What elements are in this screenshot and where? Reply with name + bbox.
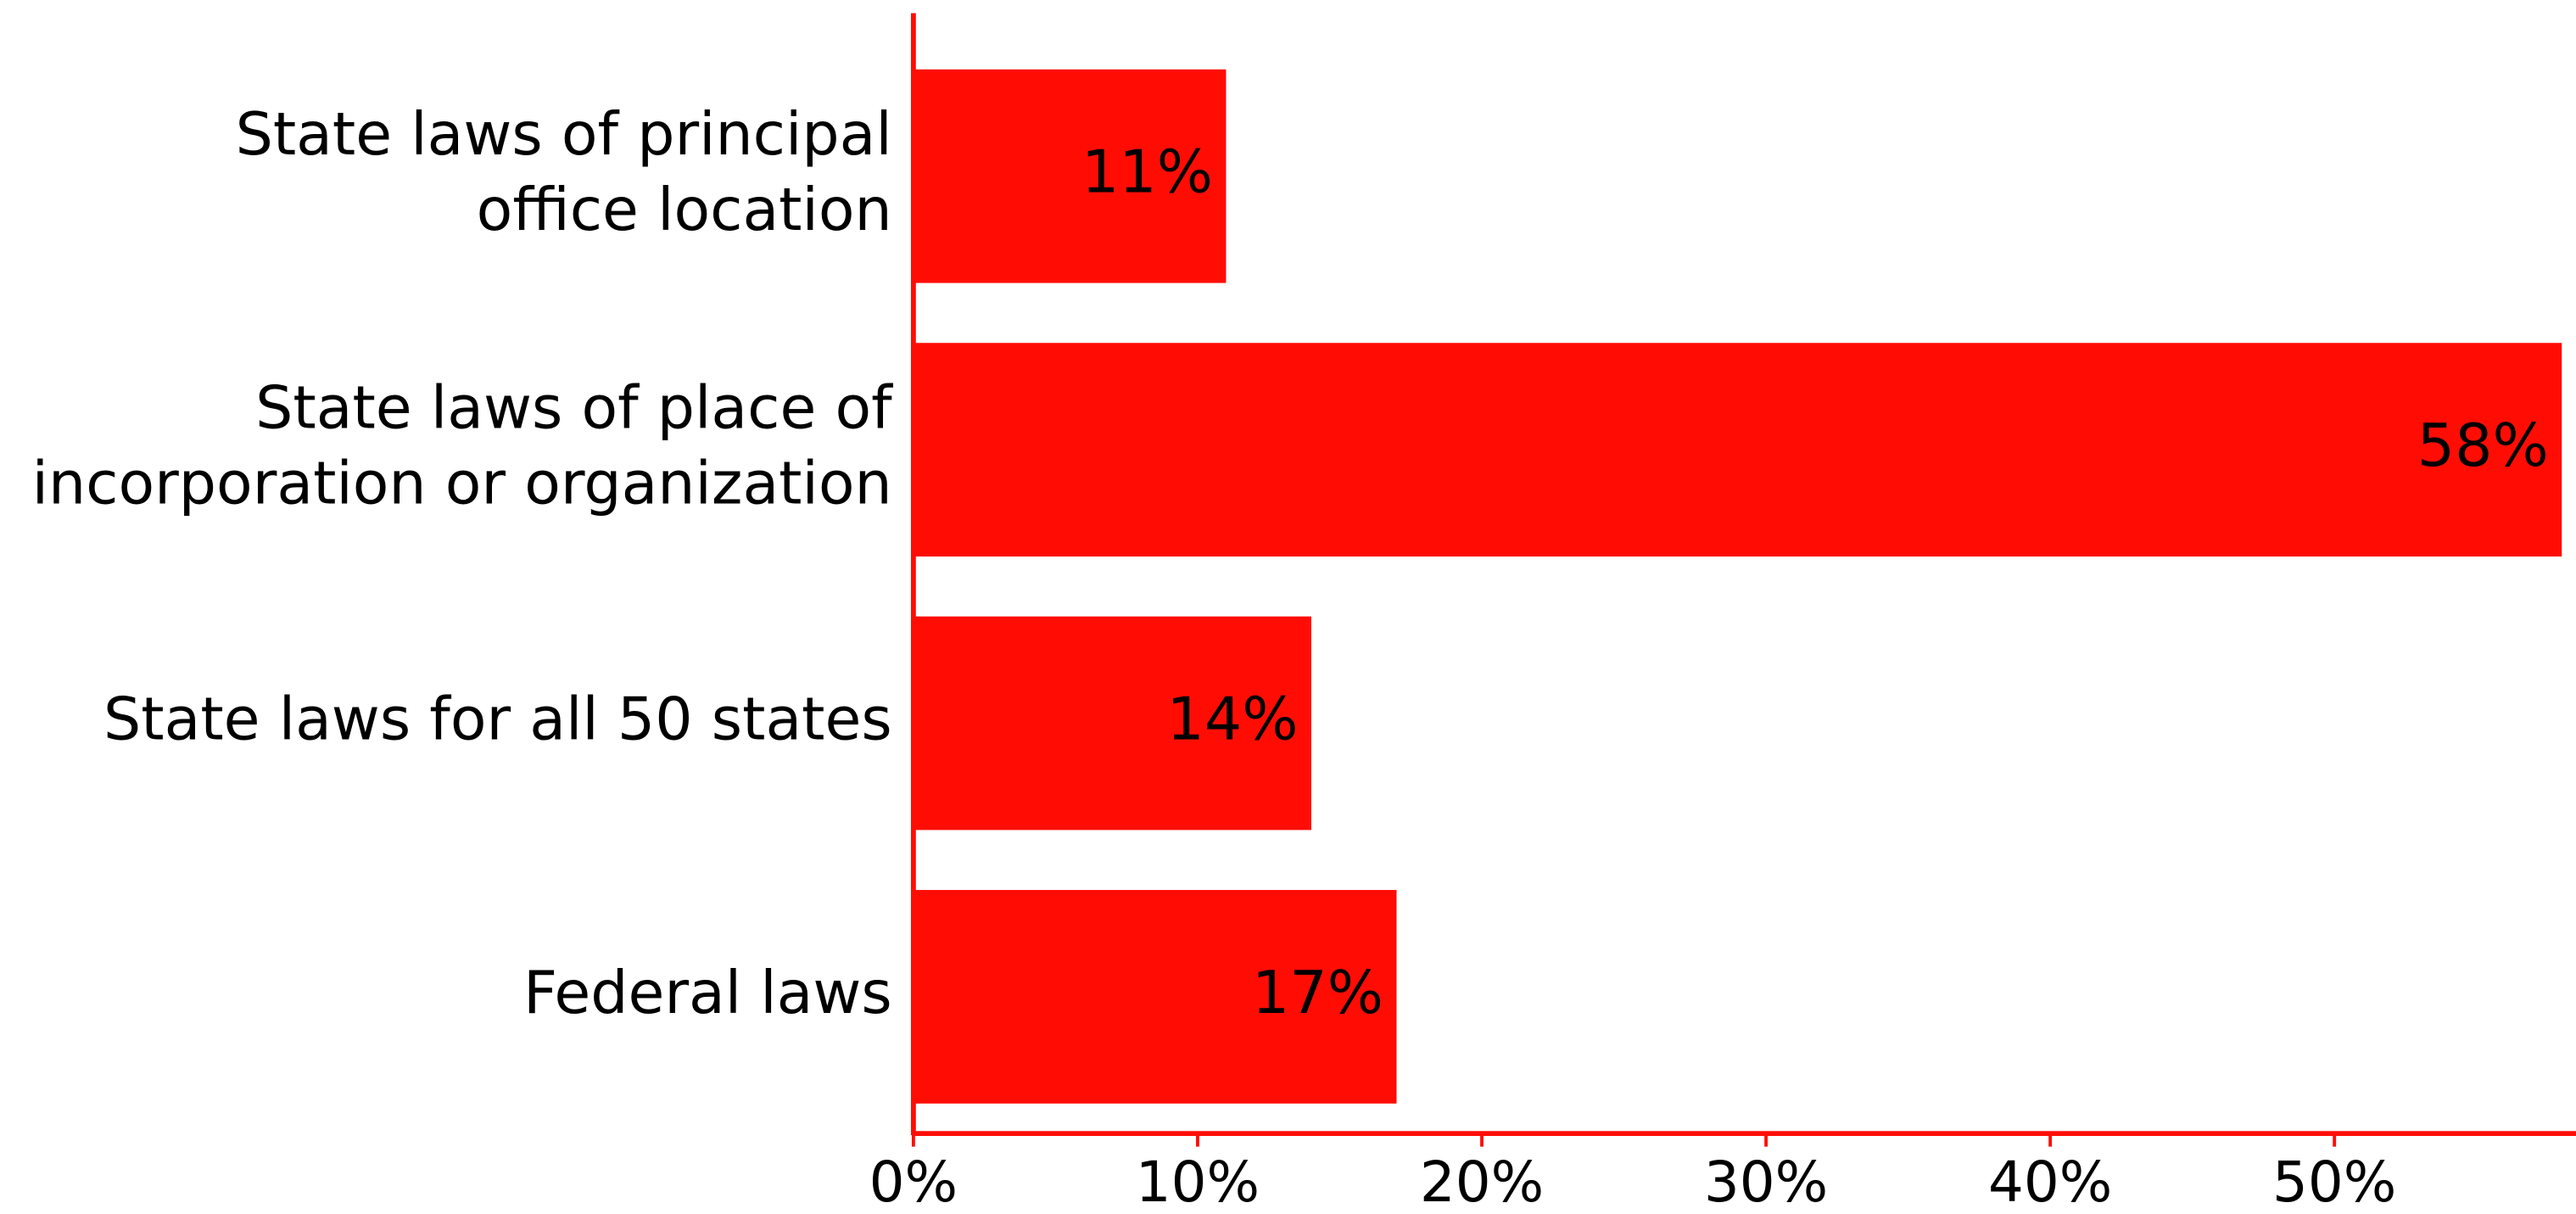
value-label: 11% [1081,138,1213,207]
x-tick-label: 0% [869,1150,958,1214]
bar [913,343,2562,557]
value-label: 14% [1167,685,1299,754]
x-tick-label: 40% [1988,1150,2112,1214]
category-label: State laws of principal office location [236,100,892,244]
bar [913,69,1227,283]
value-label: 58% [2417,411,2549,480]
x-tick-label: 10% [1136,1150,1260,1214]
x-tick-label: 20% [1420,1150,1544,1214]
bar [913,890,1397,1104]
value-label: 17% [1252,959,1383,1027]
category-label: State laws for all 50 states [103,685,892,754]
category-label: Federal laws [523,959,892,1027]
category-label: State laws of place of incorporation or o… [32,374,894,518]
x-tick-label: 30% [1704,1150,1828,1214]
x-tick-label: 50% [2272,1150,2396,1214]
bar [913,616,1311,831]
